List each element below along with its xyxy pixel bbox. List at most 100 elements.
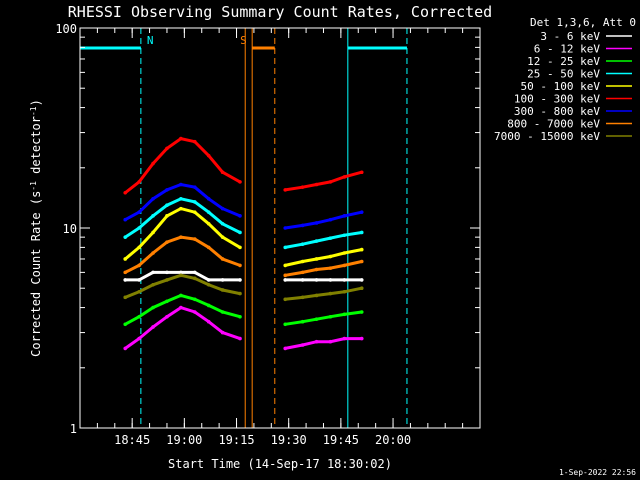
data-point: [283, 273, 288, 278]
y-axis-label-part: Corrected Count Rate (s: [29, 191, 43, 357]
data-point: [151, 270, 155, 275]
data-point: [300, 242, 305, 246]
series-line: [124, 207, 241, 261]
data-point: [328, 254, 333, 259]
data-point: [220, 221, 225, 226]
data-point: [283, 226, 288, 230]
data-point: [283, 346, 288, 351]
data-point: [359, 247, 364, 252]
data-point: [220, 310, 225, 314]
data-point: [206, 221, 211, 226]
x-tick-label: 19:30: [271, 433, 307, 447]
series-line: [284, 248, 362, 267]
data-point: [179, 136, 183, 141]
x-tick-label: 19:15: [218, 433, 254, 447]
data-point: [179, 206, 183, 211]
series-5: [123, 206, 364, 268]
data-point: [359, 210, 364, 214]
data-point: [328, 339, 333, 344]
data-point: [137, 180, 141, 184]
data-point: [137, 210, 141, 214]
data-point: [238, 263, 242, 268]
data-point: [220, 330, 225, 335]
footer-timestamp: 1-Sep-2022 22:56: [559, 468, 636, 477]
data-point: [342, 233, 347, 238]
x-axis-label: Start Time (14-Sep-17 18:30:02): [168, 457, 392, 471]
series-line: [124, 182, 241, 222]
data-point: [342, 214, 347, 218]
data-point: [359, 259, 364, 264]
data-point: [151, 230, 155, 235]
x-tick-label: 18:45: [114, 433, 150, 447]
data-point: [137, 336, 141, 341]
series-7: [123, 182, 364, 230]
series-line: [284, 231, 362, 249]
data-point: [314, 317, 319, 321]
data-point: [123, 270, 128, 275]
series-line: [284, 260, 363, 277]
series-9: [123, 273, 364, 302]
data-point: [283, 278, 288, 282]
data-point: [283, 245, 288, 250]
y-axis-label: Corrected Count Rate (s-1 detector-1): [29, 99, 44, 357]
data-point: [151, 196, 155, 201]
series-line: [124, 197, 241, 239]
data-point: [238, 245, 242, 250]
data-point: [179, 305, 183, 310]
data-point: [283, 297, 288, 302]
data-point: [206, 210, 211, 214]
data-point: [220, 206, 225, 211]
data-point: [179, 196, 183, 201]
series-line: [284, 210, 363, 230]
x-tick-label: 19:00: [166, 433, 202, 447]
data-point: [206, 303, 211, 308]
data-point: [328, 236, 333, 240]
data-point: [179, 293, 183, 298]
legend-label: 800 - 7000 keV: [507, 118, 600, 131]
data-point: [220, 257, 225, 261]
data-point: [283, 322, 288, 327]
series-3: [123, 293, 364, 327]
data-point: [151, 305, 155, 310]
data-point: [328, 266, 333, 270]
data-point: [314, 267, 319, 272]
data-point: [300, 223, 305, 228]
data-point: [238, 180, 242, 184]
data-point: [342, 263, 347, 268]
series-1: [123, 270, 364, 282]
data-point: [165, 214, 169, 218]
series-line: [285, 286, 363, 301]
data-point: [238, 230, 242, 235]
data-point: [192, 139, 197, 144]
legend-label: 50 - 100 keV: [521, 80, 601, 93]
data-point: [300, 278, 305, 282]
data-point: [179, 182, 183, 187]
y-axis-label-part: -1: [29, 106, 38, 116]
data-point: [192, 237, 197, 241]
data-point: [123, 235, 128, 239]
data-point: [192, 200, 197, 204]
y-tick-label: 10: [63, 222, 77, 236]
data-point: [192, 270, 197, 275]
legend-label: 300 - 800 keV: [514, 105, 600, 118]
state-annotation-1: [347, 28, 408, 428]
data-point: [328, 314, 333, 319]
data-point: [123, 346, 128, 351]
data-point: [206, 282, 211, 287]
data-point: [165, 270, 169, 275]
plot-frame: 1 10 100 18:45 19:00 19:15 19:30 19:45 20:00 N S: [55, 22, 481, 447]
series-line: [284, 310, 362, 326]
data-point: [238, 336, 242, 341]
series-line: [284, 170, 363, 192]
data-point: [192, 297, 197, 302]
x-tick-label: 20:00: [375, 433, 411, 447]
legend-label: 25 - 50 keV: [527, 68, 600, 81]
data-point: [192, 185, 197, 189]
series-line: [124, 293, 241, 326]
data-point: [206, 319, 211, 324]
series-line: [284, 337, 362, 350]
legend-label: 100 - 300 keV: [514, 93, 600, 106]
data-point: [137, 289, 141, 294]
